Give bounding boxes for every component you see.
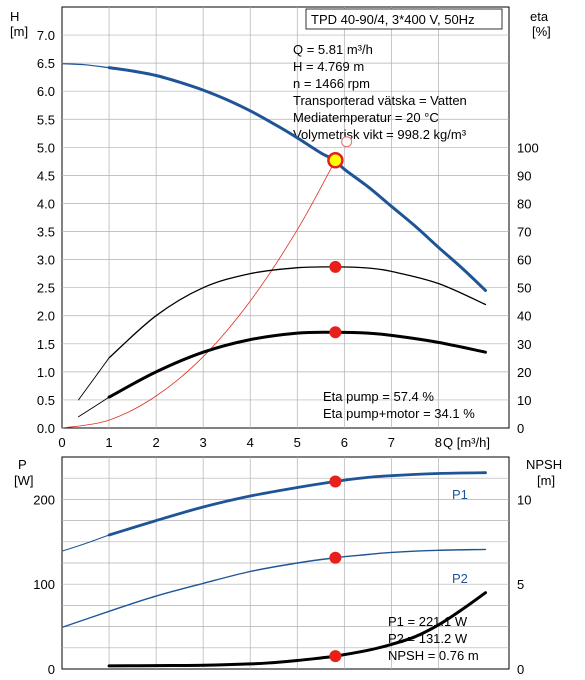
p1-curve-line	[107, 471, 487, 537]
bottom-left-tick-label: 100	[33, 577, 55, 592]
x-tick-label: 7	[388, 435, 395, 450]
top-left-tick-label: 7.0	[37, 28, 55, 43]
info-fluid: Transporterad vätska = Vatten	[293, 93, 467, 108]
top-right-axis-label-2: [%]	[532, 24, 551, 39]
info-npsh: NPSH = 0.76 m	[388, 648, 479, 663]
info-q: Q = 5.81 m³/h	[293, 42, 373, 57]
top-left-tick-label: 6.5	[37, 56, 55, 71]
eta-pump-motor-label: Eta pump+motor = 34.1 %	[323, 406, 475, 421]
info-p1: P1 = 221.1 W	[388, 614, 468, 629]
bottom-curves	[61, 471, 487, 668]
eta-pump-extension-line	[78, 357, 110, 401]
bottom-left-axis-label-2: [W]	[14, 473, 34, 488]
info-n: n = 1466 rpm	[293, 76, 370, 91]
top-left-tick-label: 5.5	[37, 112, 55, 127]
bottom-markers	[329, 475, 342, 663]
x-tick-label: 3	[200, 435, 207, 450]
info-temp: Mediatemperatur = 20 °C	[293, 110, 439, 125]
h-curve-extension-line	[61, 63, 110, 69]
bottom-right-tick-label: 5	[517, 577, 524, 592]
top-right-tick-label: 80	[517, 196, 531, 211]
bottom-left-axis-label-1: P	[18, 457, 27, 472]
top-left-axis-label-2: [m]	[10, 24, 28, 39]
top-left-tick-label: 4.5	[37, 168, 55, 183]
x-tick-label: 0	[58, 435, 65, 450]
power-point-marker	[329, 650, 342, 663]
top-left-tick-label: 0.0	[37, 421, 55, 436]
power-point-marker	[329, 551, 342, 564]
top-right-tick-label: 60	[517, 253, 531, 268]
efficiency-point-marker	[329, 260, 342, 273]
x-tick-label: 4	[247, 435, 254, 450]
top-left-tick-label: 3.5	[37, 225, 55, 240]
top-left-tick-label: 5.0	[37, 140, 55, 155]
title-box	[305, 8, 503, 30]
eta-pump-motor-line	[107, 330, 487, 399]
top-left-tick-label: 1.5	[37, 337, 55, 352]
top-left-axis-label-1: H	[10, 9, 19, 24]
top-plot-frame	[61, 6, 510, 429]
eta-pump-motor-extension-line	[78, 396, 110, 418]
top-left-tick-label: 2.5	[37, 281, 55, 296]
duty-point-marker	[327, 152, 344, 169]
top-right-tick-label: 50	[517, 281, 531, 296]
top-curves	[61, 63, 487, 429]
x-tick-label: 1	[105, 435, 112, 450]
series-label-p1: P1	[452, 487, 468, 502]
p1-extension-line	[61, 534, 110, 552]
x-axis-label: Q [m³/h]	[443, 435, 490, 450]
top-left-tick-label: 0.5	[37, 393, 55, 408]
top-right-tick-label: 30	[517, 337, 531, 352]
top-right-tick-label: 0	[517, 421, 524, 436]
top-right-axis-label-1: eta	[530, 9, 549, 24]
top-left-tick-label: 6.0	[37, 84, 55, 99]
info-p2: P2 = 131.2 W	[388, 631, 468, 646]
top-left-tick-label: 1.0	[37, 365, 55, 380]
top-left-tick-label: 3.0	[37, 253, 55, 268]
power-point-marker	[329, 475, 342, 488]
bottom-right-tick-label: 10	[517, 492, 531, 507]
bottom-right-axis-label-2: [m]	[537, 473, 555, 488]
info-density: Volymetrisk vikt = 998.2 kg/m³	[293, 127, 467, 142]
bottom-left-tick-label: 0	[48, 662, 55, 677]
top-right-tick-label: 20	[517, 365, 531, 380]
x-tick-label: 5	[294, 435, 301, 450]
p2-curve-line	[61, 548, 487, 629]
bottom-left-tick-label: 200	[33, 492, 55, 507]
info-h: H = 4.769 m	[293, 59, 364, 74]
x-tick-label: 8	[435, 435, 442, 450]
h-curve-line	[107, 66, 487, 292]
eta-pump-label: Eta pump = 57.4 %	[323, 389, 434, 404]
efficiency-point-marker	[329, 326, 342, 339]
bottom-grid	[62, 457, 509, 669]
top-right-tick-label: 40	[517, 309, 531, 324]
bottom-ticks: 0 100 200 0 5 10	[33, 492, 531, 677]
bottom-right-tick-label: 0	[517, 662, 524, 677]
x-tick-label: 6	[341, 435, 348, 450]
top-markers	[327, 136, 353, 339]
npsh-curve-line	[107, 591, 487, 668]
top-right-tick-label: 70	[517, 225, 531, 240]
bottom-right-axis-label-1: NPSH	[526, 457, 562, 472]
x-tick-label: 2	[152, 435, 159, 450]
eta-pump-line	[108, 266, 487, 359]
top-right-tick-label: 100	[517, 140, 539, 155]
top-right-tick-label: 10	[517, 393, 531, 408]
top-left-tick-label: 4.0	[37, 196, 55, 211]
chart-title: TPD 40-90/4, 3*400 V, 50Hz	[311, 12, 475, 27]
open-point-marker	[341, 136, 353, 148]
series-label-p2: P2	[452, 571, 468, 586]
top-left-tick-label: 2.0	[37, 309, 55, 324]
top-right-tick-label: 90	[517, 168, 531, 183]
